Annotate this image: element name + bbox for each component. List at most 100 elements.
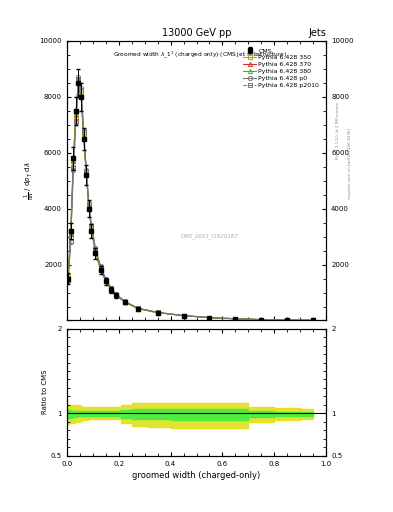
Pythia 6.428 380 (311, 317, 316, 324)
Pythia 6.428 p0 (114, 291, 118, 297)
Pythia 6.428 p0 (93, 245, 98, 251)
Pythia 6.428 350 (84, 169, 89, 176)
Line: Pythia 6.428 p0: Pythia 6.428 p0 (66, 75, 315, 323)
Legend: CMS, Pythia 6.428 350, Pythia 6.428 370, Pythia 6.428 380, Pythia 6.428 p0, Pyth: CMS, Pythia 6.428 350, Pythia 6.428 370,… (242, 47, 320, 90)
Y-axis label: $\frac{1}{\mathrm{d}N}$ / $\mathrm{d}p_T$ $\mathrm{d}\lambda$: $\frac{1}{\mathrm{d}N}$ / $\mathrm{d}p_T… (22, 161, 37, 200)
Pythia 6.428 p2010 (181, 312, 186, 318)
Pythia 6.428 p2010 (89, 224, 94, 230)
Pythia 6.428 p0 (259, 316, 264, 323)
Pythia 6.428 p2010 (259, 316, 264, 323)
Pythia 6.428 p2010 (103, 276, 108, 283)
Pythia 6.428 380 (81, 134, 86, 140)
Pythia 6.428 380 (233, 316, 238, 322)
Pythia 6.428 370 (89, 227, 94, 233)
Pythia 6.428 p0 (108, 285, 113, 291)
Pythia 6.428 370 (233, 316, 238, 322)
Pythia 6.428 350 (86, 203, 91, 209)
Pythia 6.428 p2010 (84, 168, 89, 174)
Pythia 6.428 380 (98, 266, 103, 272)
Pythia 6.428 350 (233, 316, 238, 322)
Pythia 6.428 370 (108, 286, 113, 292)
Pythia 6.428 380 (259, 316, 264, 323)
Pythia 6.428 p2010 (79, 87, 83, 93)
Pythia 6.428 370 (155, 310, 160, 316)
Pythia 6.428 350 (181, 313, 186, 319)
Line: Pythia 6.428 370: Pythia 6.428 370 (66, 79, 315, 323)
Text: CMS_2021_I1920187: CMS_2021_I1920187 (181, 234, 238, 240)
Pythia 6.428 350 (68, 233, 73, 240)
Pythia 6.428 370 (285, 317, 290, 323)
Pythia 6.428 p0 (66, 279, 70, 285)
Pythia 6.428 p0 (123, 298, 128, 305)
Pythia 6.428 380 (86, 204, 91, 210)
X-axis label: groomed width (charged-only): groomed width (charged-only) (132, 471, 261, 480)
Pythia 6.428 p0 (98, 263, 103, 269)
Pythia 6.428 370 (123, 299, 128, 305)
Pythia 6.428 p0 (311, 317, 316, 324)
Pythia 6.428 370 (136, 306, 141, 312)
Pythia 6.428 p2010 (73, 118, 78, 124)
Pythia 6.428 380 (114, 292, 118, 298)
Text: Groomed width $\lambda\_1^1$ (charged only) (CMS jet substructure): Groomed width $\lambda\_1^1$ (charged on… (114, 49, 288, 60)
Pythia 6.428 p2010 (136, 305, 141, 311)
Pythia 6.428 380 (89, 226, 94, 232)
Y-axis label: Ratio to CMS: Ratio to CMS (42, 370, 48, 414)
Pythia 6.428 350 (114, 292, 118, 298)
Pythia 6.428 380 (66, 273, 70, 280)
Pythia 6.428 380 (93, 248, 98, 254)
Text: 13000 GeV pp: 13000 GeV pp (162, 28, 231, 38)
Pythia 6.428 380 (79, 92, 83, 98)
Pythia 6.428 p2010 (123, 298, 128, 305)
Pythia 6.428 370 (71, 158, 75, 164)
Pythia 6.428 350 (123, 299, 128, 305)
Pythia 6.428 380 (84, 170, 89, 176)
Pythia 6.428 p2010 (233, 316, 238, 322)
Pythia 6.428 380 (207, 314, 212, 321)
Pythia 6.428 350 (136, 306, 141, 312)
Pythia 6.428 370 (73, 111, 78, 117)
Pythia 6.428 380 (155, 310, 160, 316)
Pythia 6.428 350 (259, 316, 264, 323)
Pythia 6.428 350 (79, 91, 83, 97)
Pythia 6.428 370 (79, 92, 83, 98)
Pythia 6.428 380 (68, 229, 73, 236)
Pythia 6.428 370 (98, 267, 103, 273)
Pythia 6.428 p2010 (86, 201, 91, 207)
Pythia 6.428 380 (136, 306, 141, 312)
Pythia 6.428 370 (66, 274, 70, 280)
Pythia 6.428 350 (73, 116, 78, 122)
Pythia 6.428 p2010 (98, 264, 103, 270)
Pythia 6.428 350 (76, 77, 81, 83)
Pythia 6.428 p2010 (155, 309, 160, 315)
Pythia 6.428 p2010 (81, 129, 86, 135)
Text: Rivet 3.1.10, ≥ 2.9M events: Rivet 3.1.10, ≥ 2.9M events (336, 102, 340, 159)
Pythia 6.428 370 (68, 231, 73, 237)
Pythia 6.428 380 (103, 278, 108, 284)
Pythia 6.428 p2010 (68, 238, 73, 244)
Pythia 6.428 p0 (233, 316, 238, 322)
Pythia 6.428 350 (89, 225, 94, 231)
Pythia 6.428 380 (123, 299, 128, 305)
Pythia 6.428 370 (103, 278, 108, 284)
Pythia 6.428 p0 (68, 239, 73, 245)
Pythia 6.428 p0 (73, 119, 78, 125)
Text: Jets: Jets (309, 28, 326, 38)
Pythia 6.428 p0 (155, 309, 160, 315)
Pythia 6.428 370 (76, 78, 81, 84)
Pythia 6.428 p0 (136, 305, 141, 311)
Pythia 6.428 p0 (71, 166, 75, 173)
Line: Pythia 6.428 p2010: Pythia 6.428 p2010 (66, 77, 315, 323)
Pythia 6.428 370 (84, 170, 89, 177)
Line: Pythia 6.428 350: Pythia 6.428 350 (66, 78, 315, 323)
Pythia 6.428 350 (207, 314, 212, 321)
Pythia 6.428 350 (98, 266, 103, 272)
Pythia 6.428 370 (81, 134, 86, 140)
Pythia 6.428 p2010 (285, 317, 290, 323)
Pythia 6.428 380 (181, 313, 186, 319)
Pythia 6.428 370 (114, 292, 118, 298)
Pythia 6.428 p0 (181, 312, 186, 318)
Pythia 6.428 380 (76, 78, 81, 84)
Pythia 6.428 350 (71, 164, 75, 170)
Pythia 6.428 350 (93, 247, 98, 253)
Pythia 6.428 380 (108, 286, 113, 292)
